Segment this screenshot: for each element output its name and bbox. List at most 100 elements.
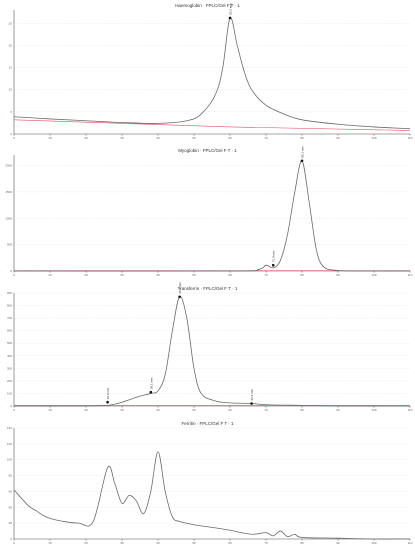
x-tick-label: 20 bbox=[84, 273, 88, 277]
chart-svg-2: 0 500 1000 1500 2000 0 10 20 30 40 50 60 70 80 90 100 11… bbox=[5, 146, 413, 277]
x-tick-label: 110 bbox=[408, 136, 413, 140]
chart-panel-1: Haemoglobin · FPLC/Gel F T · 1 0 5 10 15 20 2… bbox=[0, 2, 415, 145]
x-tick-label: 100 bbox=[371, 408, 376, 412]
x-tick-label: 10 bbox=[48, 136, 52, 140]
x-tick-label: 40 bbox=[156, 273, 160, 277]
x-tick-label: 70 bbox=[264, 136, 268, 140]
x-tick-label: 30 bbox=[120, 136, 124, 140]
x-tick-label: 80 bbox=[300, 273, 304, 277]
y-tick-label: 0 bbox=[10, 269, 12, 273]
x-tick-label: 10 bbox=[48, 541, 52, 545]
chart-svg-1: 0 5 10 15 20 25 0 10 20 30 40 50 60 70 80 90 100 110 60.2 … bbox=[9, 3, 413, 140]
chart-title-2: Myoglobin · FPLC/Gel F T · 1 bbox=[178, 148, 237, 153]
y-tick-label: 0 bbox=[10, 404, 12, 408]
x-tick-label: 50 bbox=[192, 136, 196, 140]
peak-label: 71.9 min bbox=[272, 250, 276, 262]
y-tick-label: 40 bbox=[9, 505, 13, 509]
x-tick-label: 80 bbox=[300, 541, 304, 545]
x-tick-label: 30 bbox=[120, 273, 124, 277]
x-tick-label: 10 bbox=[48, 408, 52, 412]
series-line-1 bbox=[13, 160, 411, 272]
x-tick-label: 100 bbox=[371, 273, 376, 277]
baseline-line bbox=[13, 119, 411, 131]
peak-marker bbox=[178, 295, 181, 299]
series-line-1 bbox=[13, 296, 411, 407]
y-tick-label: 25 bbox=[9, 21, 13, 25]
y-tick-label: 100 bbox=[7, 458, 12, 462]
x-tick-label: 10 bbox=[48, 273, 52, 277]
x-tick-label: 60 bbox=[228, 541, 232, 545]
peak-label: 66.4 min bbox=[250, 389, 254, 401]
y-tick-label: 800 bbox=[7, 304, 12, 308]
peak-marker bbox=[271, 263, 275, 267]
x-tick-label: 40 bbox=[156, 541, 160, 545]
x-tick-label: 50 bbox=[192, 541, 196, 545]
y-tick-label: 200 bbox=[7, 379, 12, 383]
chart-panel-2: Myoglobin · FPLC/Gel F T · 1 0 500 1000 150… bbox=[0, 146, 415, 282]
x-tick-label: 20 bbox=[84, 136, 88, 140]
x-tick-label: 110 bbox=[408, 408, 413, 412]
x-tick-label: 110 bbox=[408, 273, 413, 277]
x-tick-label: 60 bbox=[228, 273, 232, 277]
peak-label: 60.2 min bbox=[229, 3, 233, 15]
y-tick-label: 120 bbox=[7, 442, 12, 446]
x-tick-label: 0 bbox=[13, 541, 15, 545]
x-tick-label: 100 bbox=[371, 541, 376, 545]
y-tick-label: 20 bbox=[9, 521, 13, 525]
x-tick-label: 40 bbox=[156, 136, 160, 140]
chart-title-3: Transferrin · FPLC/Gel F T · 1 bbox=[177, 286, 238, 291]
peak-label: 26.0 min bbox=[106, 387, 110, 399]
y-tick-label: 15 bbox=[9, 66, 13, 70]
x-tick-label: 20 bbox=[84, 408, 88, 412]
y-tick-label: 300 bbox=[7, 366, 12, 370]
x-tick-label: 90 bbox=[336, 273, 340, 277]
series-line-1 bbox=[13, 451, 411, 540]
x-tick-label: 110 bbox=[408, 541, 413, 545]
y-tick-label: 1000 bbox=[5, 216, 12, 220]
x-tick-label: 30 bbox=[120, 408, 124, 412]
y-tick-label: 600 bbox=[7, 329, 12, 333]
peak-marker bbox=[300, 159, 304, 163]
x-tick-label: 80 bbox=[300, 408, 304, 412]
peak-marker bbox=[228, 16, 232, 20]
y-tick-label: 2000 bbox=[5, 164, 12, 168]
x-tick-label: 90 bbox=[336, 136, 340, 140]
x-tick-label: 70 bbox=[264, 408, 268, 412]
peak-label: 46.3 min bbox=[178, 282, 182, 294]
y-tick-label: 10 bbox=[9, 88, 13, 92]
peak-label: 38.1 min bbox=[149, 377, 153, 389]
y-tick-label: 80 bbox=[9, 474, 13, 478]
y-tick-label: 100 bbox=[7, 391, 12, 395]
x-tick-label: 0 bbox=[13, 408, 15, 412]
x-tick-label: 90 bbox=[336, 541, 340, 545]
y-tick-label: 0 bbox=[10, 537, 12, 541]
x-tick-label: 70 bbox=[264, 541, 268, 545]
chart-title-4: Ferritin · FPLC/Gel F T · 1 bbox=[181, 421, 234, 426]
y-tick-label: 0 bbox=[10, 132, 12, 136]
peak-label: 80.1 min bbox=[301, 146, 305, 158]
x-tick-label: 0 bbox=[13, 136, 15, 140]
x-tick-label: 80 bbox=[300, 136, 304, 140]
y-tick-label: 400 bbox=[7, 354, 12, 358]
y-tick-label: 140 bbox=[7, 426, 12, 430]
peak-marker bbox=[106, 400, 109, 404]
chart-panel-3: Transferrin · FPLC/Gel F T · 1 0 100 200 30… bbox=[0, 282, 415, 417]
x-tick-label: 60 bbox=[228, 136, 232, 140]
y-tick-label: 5 bbox=[10, 110, 12, 114]
y-tick-label: 20 bbox=[9, 43, 13, 47]
x-tick-label: 40 bbox=[156, 408, 160, 412]
x-tick-label: 60 bbox=[228, 408, 232, 412]
y-tick-label: 500 bbox=[7, 341, 12, 345]
peak-marker bbox=[250, 402, 253, 405]
chart-title-1: Haemoglobin · FPLC/Gel F T · 1 bbox=[175, 3, 240, 8]
chart-panel-4: Ferritin · FPLC/Gel F T · 1 0 20 40 60 80 100… bbox=[0, 420, 415, 549]
y-tick-label: 900 bbox=[7, 291, 12, 295]
x-tick-label: 0 bbox=[13, 273, 15, 277]
chart-svg-4: 0 20 40 60 80 100 120 140 0 10 20 30 40 50 60 70 80 90 100… bbox=[7, 426, 413, 545]
x-tick-label: 20 bbox=[84, 541, 88, 545]
x-tick-label: 90 bbox=[336, 408, 340, 412]
peak-marker bbox=[149, 390, 153, 394]
y-tick-label: 700 bbox=[7, 316, 12, 320]
y-tick-label: 60 bbox=[9, 489, 13, 493]
x-tick-label: 30 bbox=[120, 541, 124, 545]
